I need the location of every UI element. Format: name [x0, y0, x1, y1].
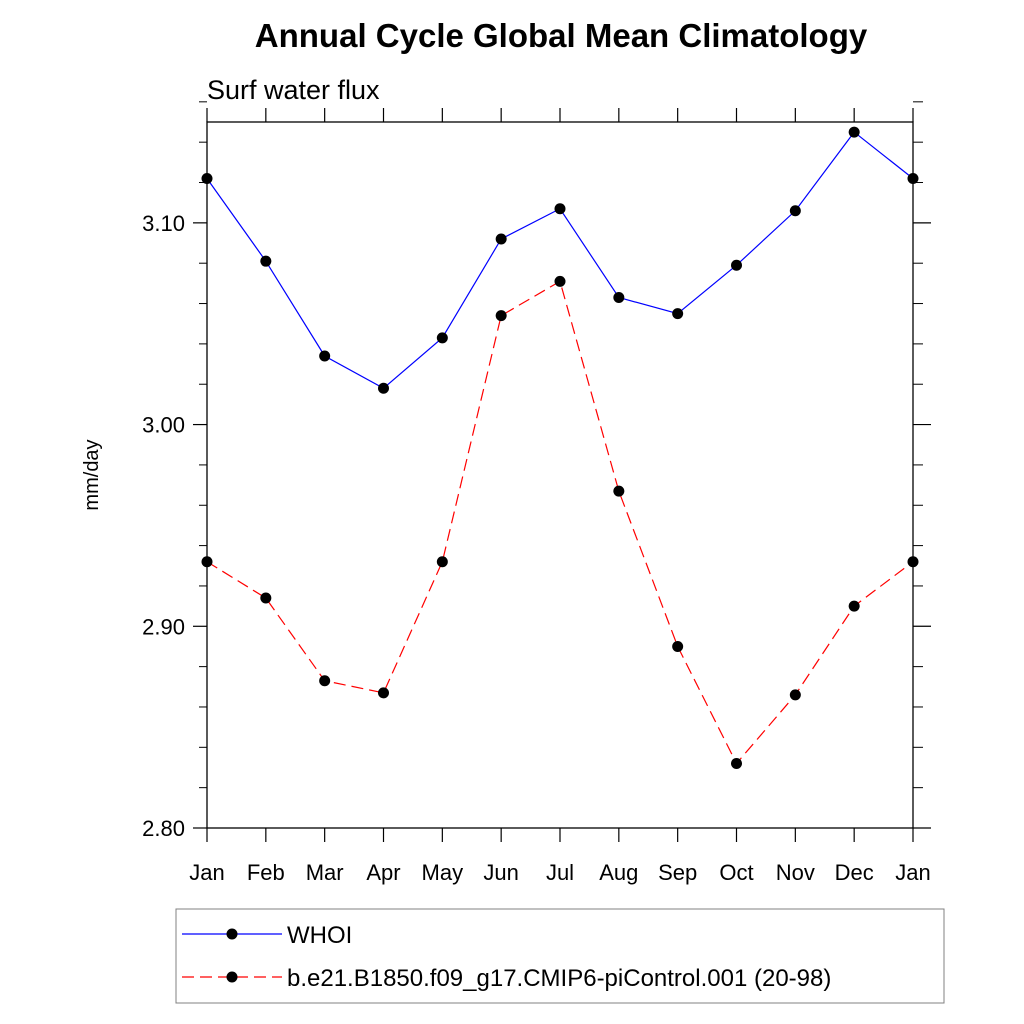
- series-2-point: [378, 687, 389, 699]
- x-tick-label: Jan: [189, 860, 224, 885]
- x-tick-label: Aug: [599, 860, 638, 885]
- y-tick-label: 3.00: [142, 413, 185, 438]
- series-1-point: [789, 205, 801, 217]
- legend-label-1: WHOI: [287, 922, 352, 949]
- series-2-point: [554, 275, 566, 287]
- series-2-point: [260, 592, 272, 604]
- series-1-point: [378, 382, 389, 394]
- x-tick-label: Dec: [835, 860, 874, 885]
- legend-label-2: b.e21.B1850.f09_g17.CMIP6-piControl.001 …: [287, 965, 831, 992]
- series-2-point: [672, 640, 684, 652]
- series-1-point: [731, 259, 742, 271]
- legend-marker-2: [226, 971, 238, 983]
- x-tick-label: Apr: [366, 860, 400, 885]
- chart-title: Annual Cycle Global Mean Climatology: [255, 17, 868, 54]
- series-line-1: [206, 131, 914, 389]
- x-tick-label: Mar: [306, 860, 344, 885]
- series-2-point: [613, 485, 625, 497]
- series-line-2: [206, 280, 914, 765]
- x-tick-label: Jan: [895, 860, 930, 885]
- series-2-point: [731, 757, 742, 769]
- x-tick-label: Feb: [247, 860, 285, 885]
- chart-subtitle: Surf water flux: [207, 75, 380, 105]
- series-2-point: [319, 675, 331, 687]
- legend-box: [175, 908, 945, 1004]
- series-2-point: [495, 310, 507, 322]
- series-1-point: [495, 233, 507, 245]
- y-tick-label: 2.80: [142, 816, 185, 841]
- series-1-point: [319, 350, 331, 362]
- x-tick-label: May: [422, 860, 464, 885]
- series-2-point: [789, 689, 801, 701]
- series-1-point: [613, 291, 625, 303]
- x-tick-label: Jul: [546, 860, 574, 885]
- series-1-point: [260, 255, 272, 267]
- series-1-point: [554, 203, 566, 215]
- series-1-point: [436, 332, 448, 344]
- x-tick-label: Nov: [776, 860, 815, 885]
- series-1-point: [672, 308, 684, 320]
- plot-frame: [206, 121, 914, 829]
- series-1-point: [848, 126, 860, 138]
- legend-marker-1: [226, 928, 238, 940]
- y-axis-label: mm/day: [81, 439, 103, 510]
- y-tick-label: 2.90: [142, 614, 185, 639]
- x-tick-label: Sep: [658, 860, 697, 885]
- series-2-point: [436, 556, 448, 568]
- x-tick-label: Oct: [719, 860, 753, 885]
- series-2-point: [848, 600, 860, 612]
- x-tick-label: Jun: [483, 860, 518, 885]
- y-tick-label: 3.10: [142, 211, 185, 236]
